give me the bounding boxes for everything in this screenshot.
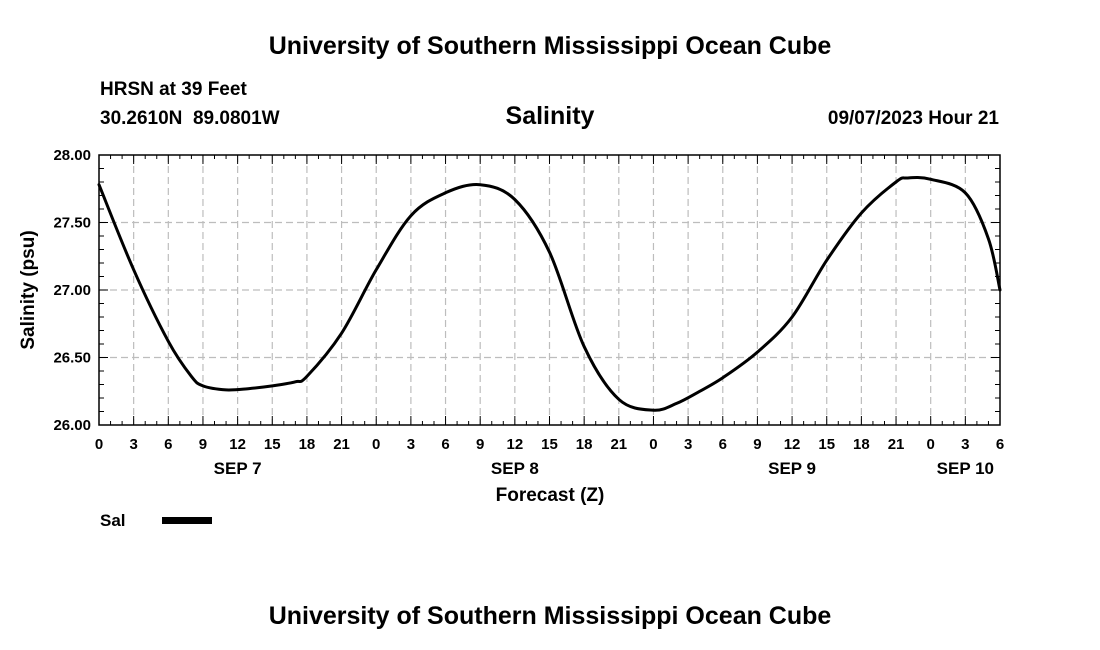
x-tick-label: 6 <box>441 436 449 453</box>
x-tick-label: 12 <box>229 436 246 453</box>
y-tick-label: 27.00 <box>53 282 91 299</box>
x-tick-label: 21 <box>888 436 905 453</box>
x-tick-label: 21 <box>610 436 627 453</box>
footer-title: University of Southern Mississippi Ocean… <box>269 602 832 630</box>
x-tick-label: 6 <box>164 436 172 453</box>
x-tick-label: 15 <box>541 436 558 453</box>
y-tick-label: 27.50 <box>53 215 91 232</box>
x-tick-label: 6 <box>996 436 1004 453</box>
x-tick-label: 9 <box>753 436 761 453</box>
x-tick-labels: 0 3 6 9 12 15 18 21 0 3 6 9 12 15 18 21 0 3 6 9 12 15 18 21 0 3 6 <box>95 436 1004 453</box>
station-label: HRSN at 39 Feet <box>100 79 247 100</box>
legend-label: Sal <box>100 511 126 530</box>
y-tick-label: 26.50 <box>53 350 91 367</box>
x-tick-label: 0 <box>372 436 380 453</box>
x-tick-label: 0 <box>649 436 657 453</box>
x-tick-label: 6 <box>719 436 727 453</box>
page-title: University of Southern Mississippi Ocean… <box>269 32 832 60</box>
series-layer <box>97 176 1002 412</box>
date-label: SEP 9 <box>768 459 816 478</box>
x-tick-label: 3 <box>961 436 969 453</box>
station-coords: 30.2610N 89.0801W <box>100 108 280 129</box>
chart-title: Salinity <box>506 102 595 130</box>
x-tick-label: 15 <box>818 436 835 453</box>
x-tick-label: 12 <box>507 436 524 453</box>
date-label: SEP 7 <box>214 459 262 478</box>
x-tick-label: 18 <box>576 436 593 453</box>
date-labels: SEP 7 SEP 8 SEP 9 SEP 10 <box>214 459 994 478</box>
x-tick-label: 21 <box>333 436 350 453</box>
x-tick-label: 0 <box>927 436 935 453</box>
date-label: SEP 8 <box>491 459 539 478</box>
x-tick-label: 15 <box>264 436 281 453</box>
grid <box>99 155 1000 425</box>
x-axis-label: Forecast (Z) <box>496 485 605 506</box>
x-tick-label: 9 <box>476 436 484 453</box>
x-tick-label: 3 <box>407 436 415 453</box>
x-tick-label: 18 <box>853 436 870 453</box>
x-tick-label: 0 <box>95 436 103 453</box>
y-tick-label: 28.00 <box>53 147 91 164</box>
x-tick-label: 12 <box>784 436 801 453</box>
date-label: SEP 10 <box>937 459 994 478</box>
x-tick-label: 3 <box>129 436 137 453</box>
x-tick-label: 3 <box>684 436 692 453</box>
y-tick-labels: 26.00 26.50 27.00 27.50 28.00 <box>53 147 91 434</box>
y-axis-label: Salinity (psu) <box>18 230 39 349</box>
series-line-sal <box>97 176 1002 412</box>
x-tick-label: 9 <box>199 436 207 453</box>
x-tick-label: 18 <box>299 436 316 453</box>
y-tick-label: 26.00 <box>53 417 91 434</box>
forecast-datetime: 09/07/2023 Hour 21 <box>828 108 1000 129</box>
legend-swatch <box>162 517 212 524</box>
